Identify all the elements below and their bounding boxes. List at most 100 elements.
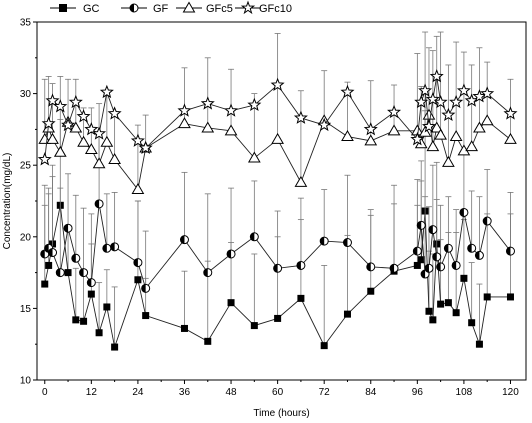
- point-gf: [416, 220, 426, 230]
- point-gf: [249, 232, 259, 242]
- point-gfc5: [131, 183, 145, 195]
- point-gfc5: [449, 130, 463, 142]
- point-gfc10: [76, 109, 91, 123]
- x-tick-label: 60: [272, 387, 284, 398]
- point-gf-fill: [87, 278, 92, 287]
- point-gf: [412, 246, 422, 256]
- point-gfc10: [138, 140, 153, 154]
- point-gfc5: [271, 132, 284, 144]
- point-gf: [179, 235, 189, 245]
- point-gfc10: [68, 94, 83, 109]
- point-gc: [444, 299, 452, 307]
- point-gf-fill: [180, 235, 185, 244]
- point-gf-fill: [475, 251, 480, 260]
- point-gf-fill: [436, 262, 441, 271]
- point-gc: [45, 261, 53, 269]
- point-gfc10: [45, 93, 60, 107]
- point-gfc10: [92, 126, 107, 140]
- point-gc: [475, 340, 483, 348]
- point-gf-fill: [506, 247, 511, 256]
- point-gf-fill: [421, 270, 426, 279]
- point-gf-fill: [64, 224, 69, 233]
- point-gfc10: [441, 107, 456, 122]
- point-gf-fill: [483, 217, 488, 226]
- x-tick-label: 24: [132, 387, 144, 398]
- legend-gc-label: GC: [83, 3, 100, 15]
- legend-gfc5-label: GFc5: [206, 3, 233, 15]
- x-tick-label: 84: [365, 387, 377, 398]
- point-gfc10: [84, 122, 99, 136]
- point-gc: [417, 256, 425, 264]
- point-gf: [474, 250, 484, 260]
- point-gfc5: [473, 121, 486, 133]
- point-gc: [103, 303, 111, 311]
- series-gfc5: [38, 31, 517, 195]
- point-gfc10: [317, 117, 332, 132]
- point-gf: [296, 260, 306, 270]
- point-gfc10: [293, 110, 308, 124]
- point-gc: [343, 310, 351, 318]
- point-gfc5: [108, 152, 121, 164]
- point-gf-fill: [432, 252, 437, 261]
- point-gf-fill: [428, 225, 433, 234]
- point-gc: [87, 290, 95, 298]
- point-gf: [424, 263, 434, 273]
- point-gf: [133, 258, 143, 268]
- point-gf: [432, 252, 442, 262]
- point-gf-fill: [320, 237, 325, 246]
- point-gf-fill: [296, 261, 301, 270]
- point-gc: [111, 343, 119, 351]
- point-gfc5: [84, 142, 98, 154]
- point-gfc10: [480, 86, 495, 100]
- point-gf: [505, 246, 515, 256]
- y-tick-label: 20: [20, 232, 32, 243]
- point-gc: [468, 319, 476, 327]
- point-gf-fill: [273, 264, 278, 273]
- point-gfc10: [414, 94, 429, 109]
- point-gfc5: [426, 140, 440, 152]
- point-gc: [227, 299, 235, 307]
- point-gfc5: [504, 132, 517, 144]
- point-gf-fill: [203, 268, 208, 277]
- legend-gfc10-marker: [240, 0, 256, 15]
- point-gfc5: [430, 121, 444, 133]
- point-gf: [79, 268, 89, 278]
- legend-gf-marker-fill: [130, 4, 134, 12]
- series-gf: [40, 133, 515, 293]
- point-gf-fill: [95, 199, 100, 208]
- point-gc: [506, 293, 514, 301]
- point-gfc5: [465, 140, 479, 152]
- point-gf-fill: [102, 244, 107, 253]
- point-gc: [250, 322, 258, 330]
- legend-gfc5-marker: [182, 1, 196, 13]
- point-gfc5: [178, 117, 191, 129]
- point-gf-fill: [71, 254, 76, 263]
- point-gf: [389, 263, 399, 273]
- point-gf: [467, 243, 477, 253]
- series-gfc10: [37, 69, 518, 166]
- point-gfc5: [100, 135, 114, 147]
- point-gc: [320, 342, 328, 350]
- point-gfc10: [53, 99, 68, 113]
- point-gf: [226, 249, 236, 259]
- point-gfc5: [480, 114, 494, 126]
- point-gf: [436, 262, 446, 272]
- point-gf-fill: [48, 248, 53, 257]
- x-tick-label: 108: [456, 387, 473, 398]
- point-gf: [86, 278, 96, 288]
- point-gfc10: [99, 84, 114, 99]
- point-gf-fill: [133, 258, 138, 267]
- point-gf: [428, 225, 438, 235]
- point-gc: [367, 287, 375, 295]
- point-gfc10: [270, 77, 285, 91]
- point-gf-fill: [141, 284, 146, 293]
- point-gfc5: [69, 121, 83, 133]
- point-gfc10: [37, 152, 52, 166]
- x-axis-title: Time (hours): [253, 408, 309, 419]
- y-tick-label: 10: [20, 376, 32, 387]
- point-gfc5: [442, 155, 455, 167]
- point-gfc5: [422, 108, 436, 120]
- point-gfc5: [201, 121, 215, 133]
- point-gfc5: [364, 134, 378, 146]
